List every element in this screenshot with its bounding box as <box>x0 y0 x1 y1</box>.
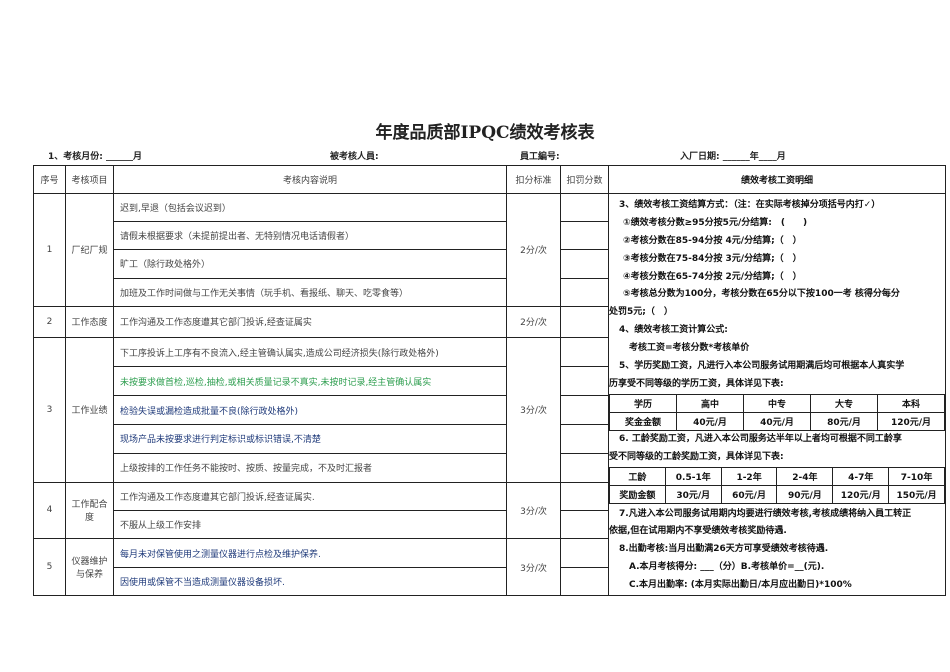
salary-rule-line: A.本月考核得分: ___（分）B.考核单价=__(元). <box>629 562 825 573</box>
salary-rule-line: ③考核分数在75-84分按 3元/分结算;（ ） <box>623 253 802 264</box>
section-no: 3 <box>33 336 66 483</box>
education-cell: 120元/月 <box>877 411 945 431</box>
salary-detail-panel: 3、绩效考核工资结算方式：（注：在实际考核掉分项括号内打✓） ①绩效考核分数≥95… <box>608 192 946 597</box>
criterion-text: 不服从上级工作安排 <box>113 510 507 540</box>
penalty-score-cell[interactable] <box>560 305 609 338</box>
seniority-cell: 0.5-1年 <box>664 466 722 486</box>
salary-rule-line: 7.凡进入本公司服务试用期内均要进行绩效考核,考核成绩将纳入員工转正 <box>619 508 912 519</box>
seniority-bonus-table: 工龄 0.5-1年 1-2年 2-4年 4-7年 7-10年奖励金额 30元/月 60元/月 9… <box>609 466 945 504</box>
penalty-score-cell[interactable] <box>560 249 609 279</box>
seniority-cell: 150元/月 <box>888 484 945 504</box>
header-content: 考核内容说明 <box>113 165 507 194</box>
section-no: 4 <box>33 481 66 540</box>
criterion-text: 工作沟通及工作态度遭其它部门投诉,经查证属实. <box>113 481 507 512</box>
deduction-standard: 2分/次 <box>506 305 561 338</box>
criterion-text: 现场产品未按要求进行判定标识或标识错误,不清楚 <box>113 423 507 454</box>
criterion-text: 未按要求做首检,巡检,抽检,或相关质量记录不真实,未按时记录,经主管确认属实 <box>113 366 507 397</box>
header-item: 考核项目 <box>65 165 114 194</box>
section-item: 工作态度 <box>65 305 114 338</box>
penalty-score-cell[interactable] <box>560 192 609 223</box>
section-item: 厂纪厂规 <box>65 193 114 307</box>
header-standard: 扣分标准 <box>506 165 561 194</box>
penalty-score-cell[interactable] <box>560 538 609 569</box>
salary-rule-line: ①绩效考核分数≥95分按5元/分结算: ( ) <box>623 217 808 228</box>
seniority-cell: 120元/月 <box>832 484 890 504</box>
salary-rule-line: 3、绩效考核工资结算方式：（注：在实际考核掉分项括号内打✓） <box>619 200 881 210</box>
salary-rule-line: ⑤考核总分数为100分，考核分数在65分以下按100一考 核得分每分 <box>623 289 900 300</box>
criterion-text: 请假未根据要求（未提前提出者、无特别情况电话请假者） <box>113 221 507 251</box>
deduction-standard: 3分/次 <box>506 538 561 597</box>
salary-rule-line: ④考核分数在65-74分按 2元/分结算;（ ） <box>623 271 802 282</box>
section-item: 仪器维护与保养 <box>65 538 114 597</box>
penalty-score-cell[interactable] <box>560 567 609 597</box>
salary-rule-line: 5、学历奖励工资，凡进行入本公司服务试用期满后均可根据本人真实学 <box>619 361 905 372</box>
education-cell: 中专 <box>743 393 811 413</box>
info-join-date: 入厂日期: ______年____月 <box>680 152 786 162</box>
seniority-cell: 2-4年 <box>776 466 834 486</box>
penalty-score-cell[interactable] <box>560 452 609 483</box>
criterion-text: 上级按排的工作任务不能按时、按质、按量完成，不及时汇报者 <box>113 452 507 483</box>
criterion-text: 下工序投诉上工序有不良流入,经主管确认属实,造成公司经济损失(除行政处格外) <box>113 336 507 368</box>
header-no: 序号 <box>33 165 66 194</box>
salary-rule-line: C.本月出勤率: (本月实际出勤日/本月应出勤日)*100% <box>629 580 852 591</box>
seniority-cell: 60元/月 <box>720 484 778 504</box>
education-cell: 40元/月 <box>676 411 744 431</box>
seniority-cell: 奖励金额 <box>609 484 666 504</box>
deduction-standard: 3分/次 <box>506 481 561 540</box>
seniority-cell: 7-10年 <box>888 466 945 486</box>
salary-rule-line: 4、绩效考核工资计算公式: <box>619 325 728 336</box>
criterion-text: 因使用或保管不当造成测量仪器设备损坏. <box>113 567 507 597</box>
deduction-standard: 3分/次 <box>506 336 561 483</box>
page-title: 年度品质部IPQC绩效考核表 <box>375 123 595 143</box>
section-item: 工作配合度 <box>65 481 114 540</box>
penalty-score-cell[interactable] <box>560 277 609 307</box>
section-no: 2 <box>33 305 66 338</box>
penalty-score-cell[interactable] <box>560 395 609 425</box>
section-no: 1 <box>33 193 66 307</box>
salary-rule-line: ②考核分数在85-94分按 4元/分结算;（ ） <box>623 235 802 246</box>
salary-rule-line: 考核工资=考核分数*考核单价 <box>629 343 750 354</box>
penalty-score-cell[interactable] <box>560 481 609 512</box>
salary-rule-line: 受不同等级的工龄奖励工资，具体详见下表: <box>609 451 784 462</box>
criterion-text: 旷工（除行政处格外） <box>113 249 507 279</box>
education-cell: 本科 <box>877 393 945 413</box>
deduction-standard: 2分/次 <box>506 193 561 307</box>
criterion-text: 迟到,早退（包括会议迟到） <box>113 192 507 223</box>
salary-rule-line: 6. 工龄奖励工资，凡进入本公司服务达半年以上者均可根据不同工龄享 <box>619 433 902 444</box>
header-penalty: 扣罚分数 <box>560 165 609 194</box>
education-cell: 大专 <box>810 393 878 413</box>
salary-rule-line: 历享受不同等级的学历工资，具体详见下表: <box>609 378 784 389</box>
seniority-cell: 1-2年 <box>720 466 778 486</box>
penalty-score-cell[interactable] <box>560 366 609 397</box>
header-salary-detail: 绩效考核工资明细 <box>608 165 946 194</box>
info-emp-no: 員工編号: <box>520 152 560 162</box>
penalty-score-cell[interactable] <box>560 423 609 454</box>
seniority-cell: 90元/月 <box>776 484 834 504</box>
section-no: 5 <box>33 538 66 597</box>
info-month: 1、考核月份: ______月 <box>48 152 142 162</box>
education-bonus-table: 学历 高中 中专 大专 本科 奖金金额 40元/月 40元/月 80元/月 120元/月 <box>609 393 945 431</box>
criterion-text: 每月未对保管使用之测量仪器进行点检及维护保养. <box>113 538 507 569</box>
criterion-text: 工作沟通及工作态度遭其它部门投诉,经查证属实 <box>113 305 507 338</box>
section-item: 工作业绩 <box>65 336 114 483</box>
penalty-score-cell[interactable] <box>560 336 609 368</box>
assessment-table: 序号 考核项目 考核内容说明 扣分标准 扣罚分数 绩效考核工资明细 1 厂纪厂规迟… <box>33 165 946 597</box>
seniority-cell: 30元/月 <box>664 484 722 504</box>
seniority-cell: 4-7年 <box>832 466 890 486</box>
salary-rule-line: 依据,但在试用期内不享受绩效考核奖励待遇. <box>609 526 787 537</box>
criterion-text: 检验失误或漏检造成批量不良(除行政处格外) <box>113 395 507 425</box>
education-cell: 高中 <box>676 393 744 413</box>
salary-rule-line: 8.出勤考核:当月出勤满26天方可享受绩效考核待遇. <box>619 544 829 555</box>
criterion-text: 加班及工作时间做与工作无关事情（玩手机、看报纸、聊天、吃零食等） <box>113 277 507 307</box>
penalty-score-cell[interactable] <box>560 510 609 540</box>
education-cell: 奖金金额 <box>609 411 677 431</box>
education-cell: 80元/月 <box>810 411 878 431</box>
education-cell: 40元/月 <box>743 411 811 431</box>
education-cell: 学历 <box>609 393 677 413</box>
info-person: 被考核人員: <box>330 152 379 162</box>
seniority-cell: 工龄 <box>609 466 666 486</box>
salary-rule-line: 处罚5元;（ ） <box>609 307 673 318</box>
penalty-score-cell[interactable] <box>560 221 609 251</box>
